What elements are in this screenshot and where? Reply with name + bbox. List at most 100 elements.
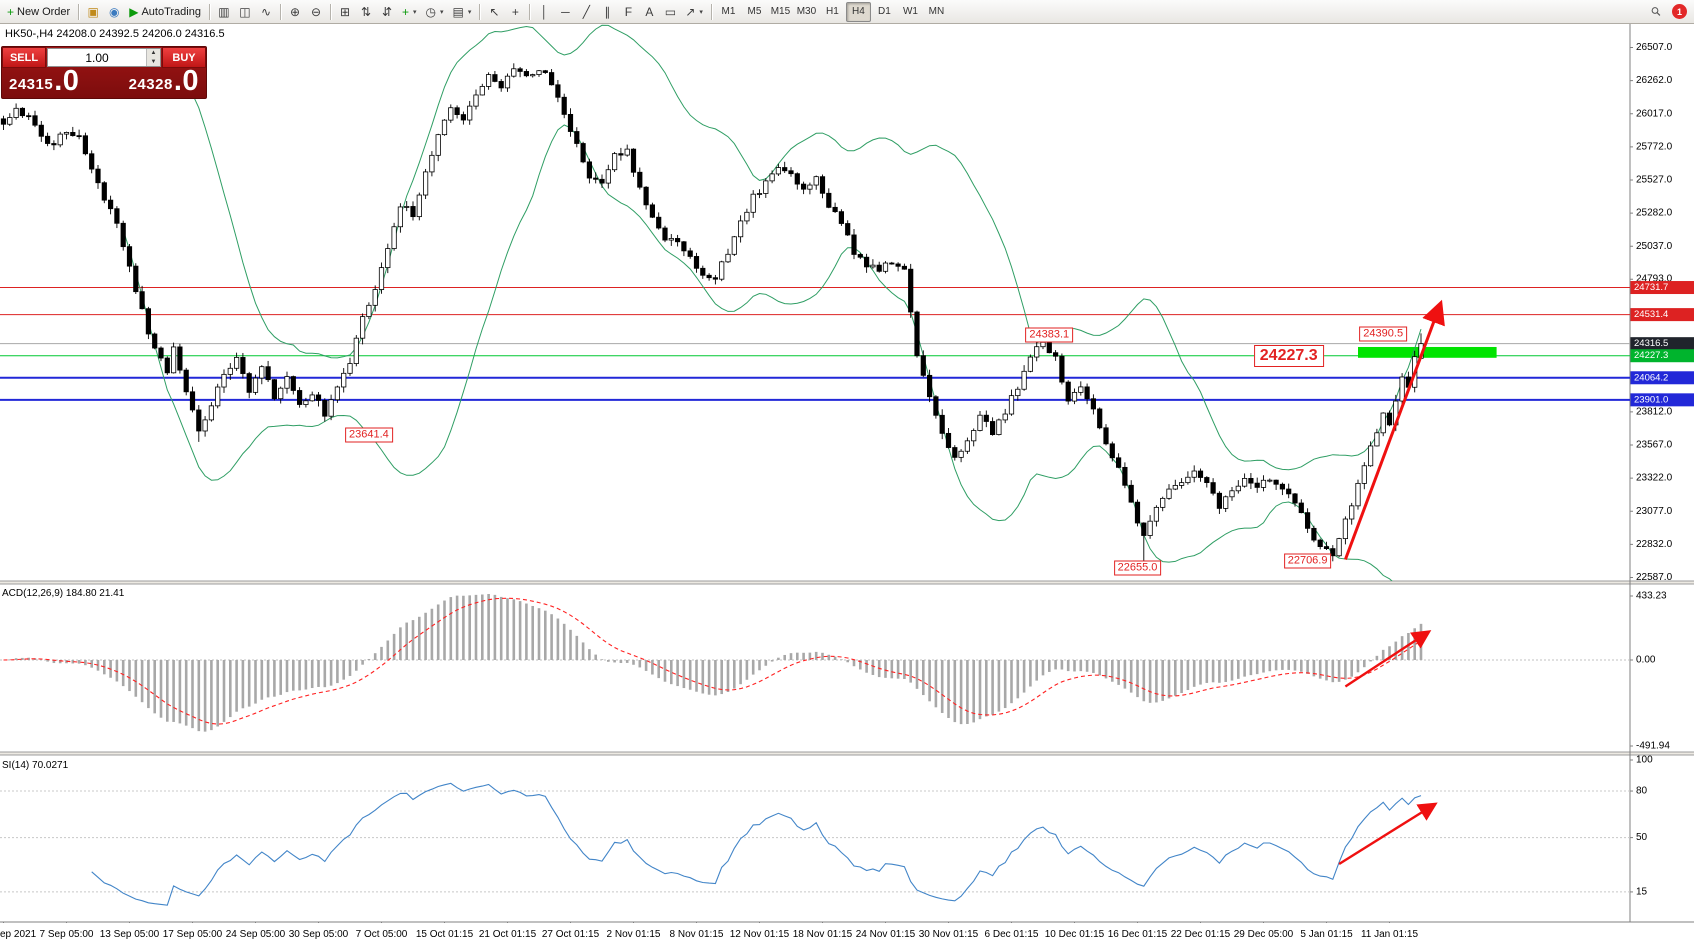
price-axis-label: 22587.0	[1636, 572, 1673, 583]
price-axis-label: 23077.0	[1636, 506, 1673, 517]
volume-increase-button[interactable]: ▲	[147, 49, 160, 58]
rsi-axis-label: 50	[1636, 832, 1648, 843]
buy-price-big-digit: .0	[173, 65, 199, 97]
charts-window-icon[interactable]: ▣	[83, 2, 103, 22]
time-axis-label: 12 Nov 01:15	[729, 929, 790, 940]
buy-price-display[interactable]: 24328.0	[129, 65, 199, 97]
toolbar-separator	[78, 3, 80, 20]
label-icon[interactable]: ▭	[660, 2, 680, 22]
price-callout[interactable]: 24390.5	[1359, 326, 1408, 342]
search-icon	[1651, 7, 1661, 16]
arrange-windows-icon[interactable]: ⇅	[356, 2, 376, 22]
sell-price-main: 24315	[9, 76, 54, 93]
time-axis-label: 7 Sep 05:00	[39, 929, 94, 940]
arrows-tool-icon[interactable]: ↗ ▾	[681, 2, 707, 22]
rsi-line	[91, 782, 1422, 906]
crosshair-icon[interactable]: +	[505, 2, 525, 22]
timeframe-h4-button[interactable]: H4	[845, 1, 871, 22]
macd-axis-label: 433.23	[1636, 591, 1667, 602]
timeframe-d1-button[interactable]: D1	[872, 2, 897, 22]
price-axis-label: 23322.0	[1636, 473, 1673, 484]
price-callout[interactable]: 24383.1	[1025, 327, 1074, 343]
new-order-button-label: New Order	[17, 5, 71, 18]
macd-signal-line	[3, 597, 1422, 725]
chevron-down-icon: ▾	[439, 8, 444, 16]
timeframe-w1-button[interactable]: W1	[898, 2, 923, 22]
candlestick-chart-icon[interactable]: ◫	[235, 2, 255, 22]
autotrading-button[interactable]: ▶ AutoTrading	[125, 2, 205, 22]
trend-arrow[interactable]	[1338, 802, 1438, 866]
macd-axis-label: 0.00	[1636, 655, 1656, 666]
template-icon: ▤	[452, 4, 464, 19]
trend-arrow[interactable]	[1344, 630, 1432, 688]
template-icon[interactable]: ▤ ▾	[449, 2, 476, 22]
price-axis-label: 22832.0	[1636, 539, 1673, 550]
fibonacci-icon[interactable]: F	[618, 2, 638, 22]
sell-button[interactable]: SELL	[2, 47, 46, 68]
zoom-in-icon[interactable]: ⊕	[285, 2, 305, 22]
tile-windows-icon[interactable]: ⊞	[335, 2, 355, 22]
toolbar-separator	[479, 3, 481, 20]
bollinger-lower-band	[122, 124, 1393, 581]
chart-header: HK50-,H4 24208.0 24392.5 24206.0 24316.5	[5, 28, 225, 40]
timeframe-m15-button[interactable]: M15	[768, 2, 793, 22]
rsi-axis-label: 80	[1636, 786, 1648, 797]
timeframe-h1-button[interactable]: H1	[820, 2, 845, 22]
line-chart-icon[interactable]: ∿	[256, 2, 276, 22]
volume-input[interactable]	[48, 49, 146, 66]
timeframe-m5-button[interactable]: M5	[742, 2, 767, 22]
channel-icon[interactable]: ∥	[597, 2, 617, 22]
time-axis-label: 8 Nov 01:15	[669, 929, 724, 940]
highlight-zone[interactable]	[1358, 346, 1497, 358]
toolbar-separator	[279, 3, 281, 20]
timeframe-mn-button[interactable]: MN	[924, 2, 949, 22]
sell-price-display[interactable]: 24315.0	[9, 67, 79, 96]
chevron-down-icon: ▾	[412, 8, 417, 16]
price-callout[interactable]: 23641.4	[345, 427, 393, 443]
price-callout[interactable]: 22655.0	[1113, 560, 1162, 576]
zoom-out-icon[interactable]: ⊖	[306, 2, 326, 22]
price-tag: 24316.5	[1630, 337, 1694, 351]
vertical-line-icon[interactable]: │	[534, 2, 554, 22]
cursor-icon: ↖	[489, 4, 500, 19]
search-button[interactable]	[1645, 2, 1667, 22]
time-axis-label: 5 Jan 01:15	[1300, 929, 1353, 940]
macd-axis-label: -491.94	[1636, 741, 1670, 752]
svg-text:24731.7: 24731.7	[1634, 282, 1668, 293]
buy-button[interactable]: BUY	[162, 47, 206, 68]
new-chart-icon[interactable]: + ▾	[398, 2, 421, 22]
price-callout[interactable]: 24227.3	[1253, 344, 1324, 367]
new-order-button[interactable]: + New Order	[3, 2, 74, 22]
line-chart-icon: ∿	[260, 4, 271, 19]
profile-icon[interactable]: ◉	[104, 2, 124, 22]
time-axis-label: 21 Oct 01:15	[478, 929, 537, 940]
time-axis-label: 24 Nov 01:15	[855, 929, 916, 940]
price-axis-label: 24793.0	[1636, 274, 1673, 285]
crosshair-icon: +	[511, 4, 519, 19]
time-axis-label: 13 Sep 05:00	[99, 929, 160, 940]
timeframe-m1-button[interactable]: M1	[716, 2, 741, 22]
notification-badge[interactable]: 1	[1672, 4, 1687, 19]
trend-arrow[interactable]	[1343, 299, 1445, 561]
volume-decrease-button[interactable]: ▼	[147, 57, 160, 66]
price-callout[interactable]: 22706.9	[1283, 553, 1332, 569]
price-tag: 24531.4	[1630, 308, 1694, 322]
profile-icon: ◉	[108, 4, 120, 19]
cursor-icon[interactable]: ↖	[484, 2, 504, 22]
bar-chart-icon[interactable]: ▥	[214, 2, 234, 22]
period-icon[interactable]: ◷ ▾	[422, 2, 448, 22]
text-icon[interactable]: A	[639, 2, 659, 22]
price-axis-label: 26017.0	[1636, 108, 1673, 119]
time-axis-label: 18 Nov 01:15	[792, 929, 853, 940]
trendline-icon[interactable]: ╱	[576, 2, 596, 22]
label-icon: ▭	[664, 4, 677, 19]
time-axis-label: 7 Oct 05:00	[355, 929, 408, 940]
horizontal-line-icon[interactable]: ─	[555, 2, 575, 22]
time-axis-label: 10 Dec 01:15	[1044, 929, 1105, 940]
time-axis-label: 30 Nov 01:15	[918, 929, 979, 940]
toolbar: + New Order ▣ ◉ ▶ AutoTrading ▥ ◫ ∿ ⊕ ⊖ ⊞ ⇅ ⇵ + ▾ ◷ ▾ ▤ ▾ ↖ +…	[0, 0, 1694, 24]
price-tag: 23901.0	[1630, 393, 1694, 407]
cascade-windows-icon[interactable]: ⇵	[377, 2, 397, 22]
timeframe-m30-button[interactable]: M30	[794, 2, 819, 22]
